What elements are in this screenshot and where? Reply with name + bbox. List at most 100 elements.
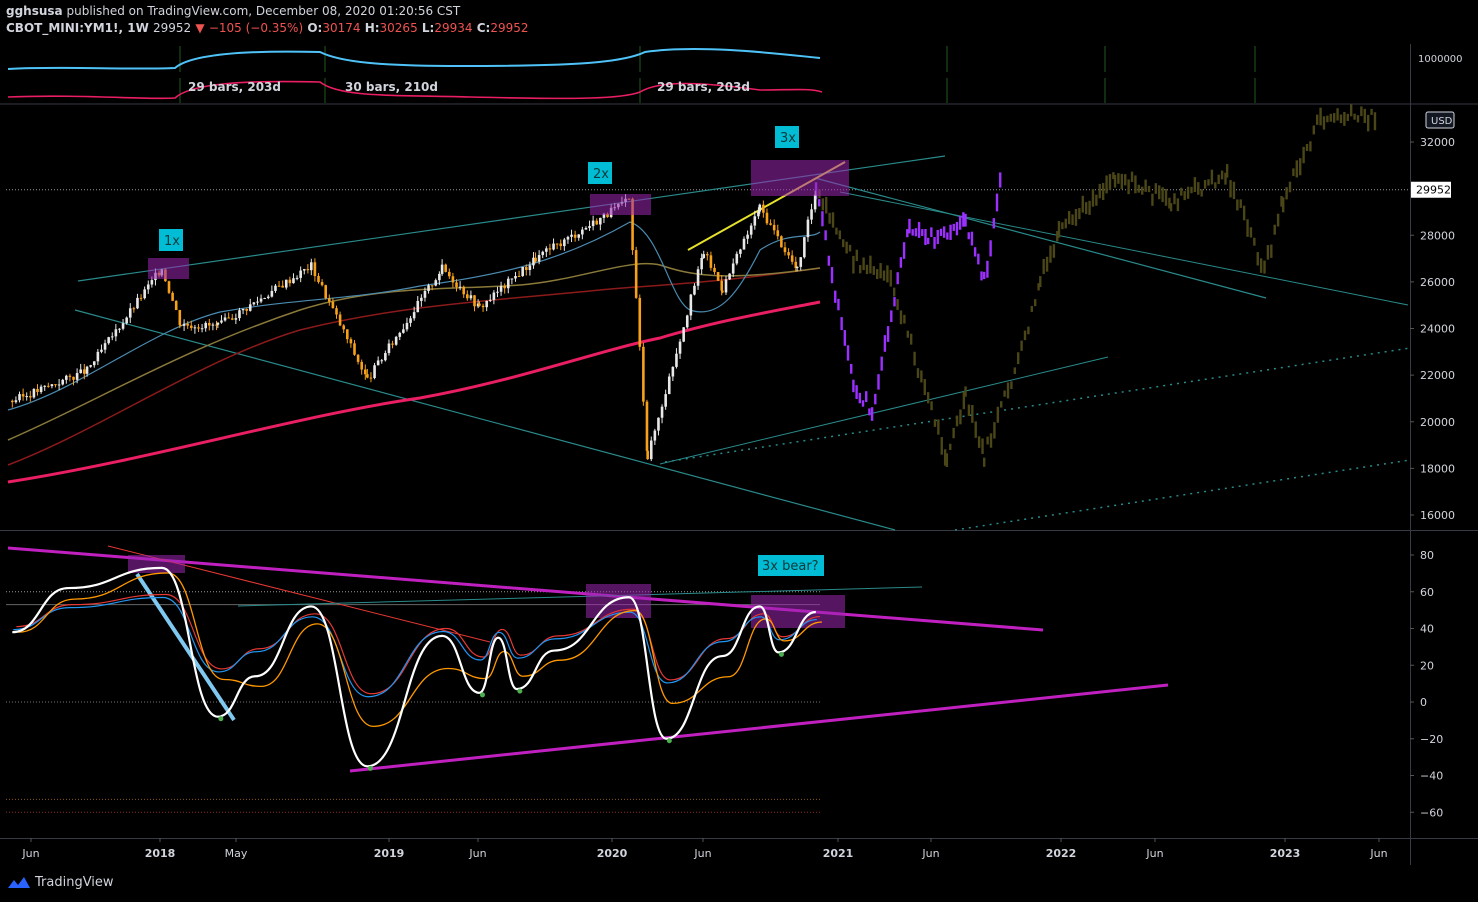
projection-candle-olive: [1003, 390, 1006, 397]
price-candle: [757, 211, 760, 217]
price-candle: [742, 238, 746, 250]
price-candle: [492, 292, 496, 300]
projection-candle-olive: [920, 370, 923, 383]
published-text: published on TradingView.com, December 0…: [66, 4, 461, 18]
price-candle: [50, 384, 54, 387]
projection-candle-olive: [964, 386, 967, 397]
projection-candle-olive: [1049, 245, 1052, 263]
projection-candle-olive: [1329, 113, 1332, 122]
price-candle: [466, 294, 469, 299]
projection-candle-olive: [1013, 367, 1017, 375]
tradingview-branding[interactable]: TradingView: [8, 875, 114, 890]
projection-candle-olive: [1186, 186, 1190, 199]
price-candle: [813, 194, 817, 210]
projection-candle-olive: [821, 198, 825, 211]
price-candle: [292, 278, 295, 284]
price-candle: [320, 282, 324, 286]
projection-candle-olive: [1169, 203, 1173, 212]
price-candle: [735, 253, 739, 264]
osc-label: 3x bear?: [762, 559, 819, 574]
pattern-label: 3x: [780, 131, 796, 146]
osc-mid-line: [13, 596, 817, 698]
price-candle: [266, 296, 270, 299]
price-candle: [591, 220, 595, 227]
projection-candle-olive: [1112, 172, 1115, 180]
price-candle: [309, 262, 313, 271]
price-candle: [394, 336, 398, 345]
price-candle: [118, 328, 121, 330]
price-candle: [36, 389, 39, 393]
projection-candle-olive: [1088, 200, 1091, 215]
price-candle: [806, 219, 810, 238]
projection-candle-olive: [828, 212, 831, 224]
price-candle: [79, 369, 83, 374]
projection-candle-olive: [1033, 299, 1037, 307]
time-tick-label: Jun: [693, 847, 711, 860]
price-candle: [128, 308, 132, 318]
pattern-label: 1x: [164, 234, 180, 249]
price-candle: [473, 295, 476, 307]
price-candle: [517, 275, 521, 277]
projection-candle-olive: [1067, 211, 1071, 225]
down-arrow-icon: ▼: [195, 21, 205, 35]
projection-candle-olive: [1366, 114, 1370, 132]
price-candle: [171, 292, 174, 301]
pattern-label-box: [775, 126, 799, 148]
osc-tick-label: 20: [1420, 659, 1434, 672]
price-candle: [566, 236, 570, 240]
price-candle: [499, 286, 503, 292]
projection-candle-olive: [1190, 186, 1193, 194]
projection-candle-purple: [921, 229, 924, 236]
projection-candle-purple: [908, 218, 911, 234]
price-candle: [693, 285, 696, 295]
projection-candle-olive: [1158, 185, 1161, 200]
price-candle: [25, 396, 29, 398]
price-candle: [660, 406, 664, 418]
osc-tick-label: 40: [1420, 623, 1434, 636]
projection-candle-purple: [926, 237, 930, 245]
projection-candle-olive: [1292, 168, 1295, 177]
osc-tick-label: 0: [1420, 696, 1427, 709]
price-candle: [39, 386, 43, 393]
price-candle: [223, 317, 227, 321]
projection-candle-olive: [1141, 186, 1144, 195]
projection-candle-purple: [977, 253, 980, 265]
price-candle: [288, 279, 292, 284]
projection-candle-olive: [1045, 256, 1049, 272]
projection-candle-purple: [827, 255, 831, 266]
projection-candle-purple: [818, 199, 821, 207]
projection-candle-purple: [992, 218, 996, 229]
projection-candle-purple: [865, 391, 868, 403]
price-candle: [189, 325, 193, 328]
osc-cross-dot: [479, 692, 485, 698]
projection-candle-olive: [1164, 188, 1168, 206]
projection-candle-olive: [1130, 171, 1134, 183]
price-candle: [216, 322, 220, 325]
price-candle: [455, 282, 458, 288]
price-candle: [478, 303, 481, 306]
price-candle: [427, 285, 430, 291]
price-candle: [179, 325, 182, 327]
price-candle: [18, 394, 21, 401]
price-candle: [241, 308, 245, 311]
price-candle: [721, 290, 724, 293]
time-tick-label: Jun: [1145, 847, 1163, 860]
price-tick-label: 18000: [1420, 462, 1455, 475]
price-candle: [412, 312, 416, 319]
author-name[interactable]: gghsusa: [6, 4, 63, 18]
projection-candle-olive: [962, 391, 966, 410]
projection-candle-purple: [870, 407, 874, 421]
projection-candle-olive: [1176, 198, 1180, 212]
projection-candle-purple: [899, 257, 903, 268]
price-candle: [720, 280, 724, 291]
price-candle: [391, 343, 394, 345]
projection-candle-purple: [952, 223, 955, 231]
price-candle: [29, 396, 32, 398]
price-candle: [758, 204, 762, 212]
price-candle: [787, 252, 790, 256]
projection-candle-purple: [914, 228, 918, 237]
price-candle: [448, 271, 451, 277]
time-tick-label: Jun: [21, 847, 39, 860]
ma-100-line: [7, 267, 821, 466]
